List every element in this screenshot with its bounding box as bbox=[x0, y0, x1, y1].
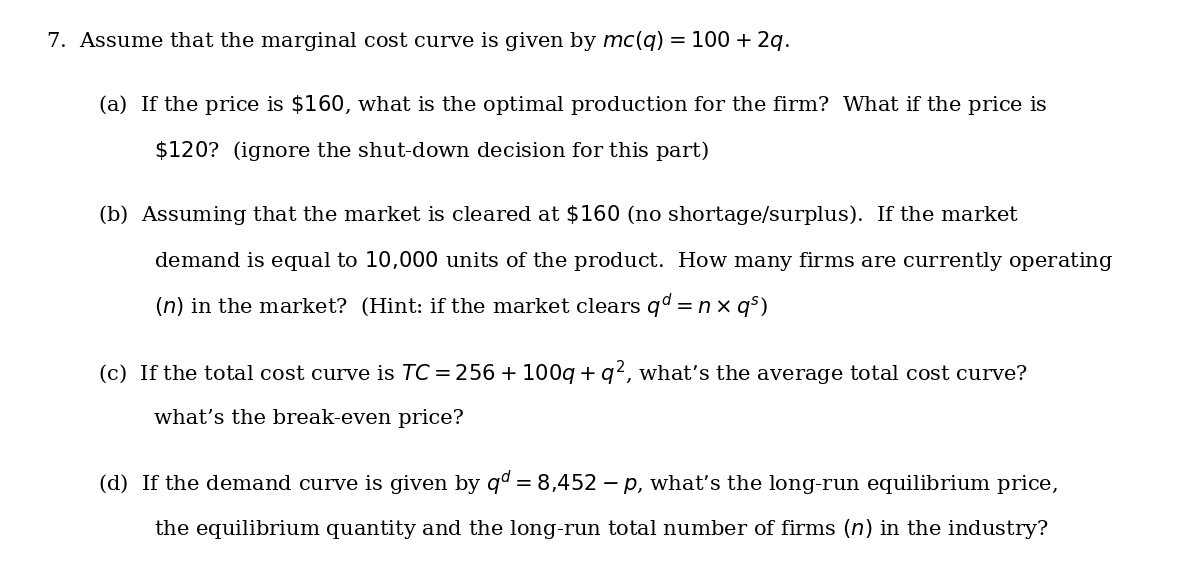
Text: demand is equal to $10{,}000$ units of the product.  How many firms are currentl: demand is equal to $10{,}000$ units of t… bbox=[154, 249, 1112, 273]
Text: (b)  Assuming that the market is cleared at $\$160$ (no shortage/surplus).  If t: (b) Assuming that the market is cleared … bbox=[98, 203, 1020, 228]
Text: (c)  If the total cost curve is $TC = 256 + 100q + q^2$, what’s the average tota: (c) If the total cost curve is $TC = 256… bbox=[98, 359, 1028, 388]
Text: $\$120$?  (ignore the shut-down decision for this part): $\$120$? (ignore the shut-down decision … bbox=[154, 139, 708, 163]
Text: (d)  If the demand curve is given by $q^d = 8{,}452 - p$, what’s the long-run eq: (d) If the demand curve is given by $q^d… bbox=[98, 469, 1058, 498]
Text: (a)  If the price is $\$160$, what is the optimal production for the firm?  What: (a) If the price is $\$160$, what is the… bbox=[98, 93, 1048, 118]
Text: $(n)$ in the market?  (Hint: if the market clears $q^d = n \times q^s$): $(n)$ in the market? (Hint: if the marke… bbox=[154, 292, 767, 321]
Text: the equilibrium quantity and the long-run total number of firms $(n)$ in the ind: the equilibrium quantity and the long-ru… bbox=[154, 517, 1049, 541]
Text: 7.  Assume that the marginal cost curve is given by $mc(q) = 100 + 2q$.: 7. Assume that the marginal cost curve i… bbox=[46, 29, 790, 53]
Text: what’s the break-even price?: what’s the break-even price? bbox=[154, 410, 463, 428]
